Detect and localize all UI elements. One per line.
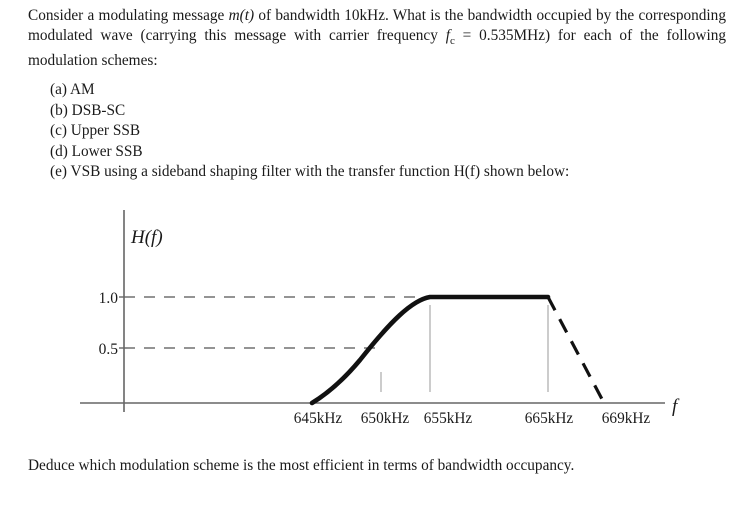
intro-text-3: = 0.535MHz) for each of the following mo… — [28, 27, 726, 70]
option-dsb-sc: (b) DSB-SC — [50, 101, 126, 119]
y-tick-label-1: 1.0 — [99, 290, 119, 307]
option-upper-ssb: (c) Upper SSB — [50, 122, 141, 139]
message-symbol: m(t) — [228, 7, 255, 24]
x-tick-label-645: 645kHz — [294, 410, 343, 427]
y-axis-label: H(f) — [130, 227, 163, 248]
transfer-curve — [309, 294, 551, 406]
transfer-rolloff — [546, 296, 606, 404]
x-tick-label-669: 669kHz — [602, 410, 651, 427]
option-lower-ssb: (d) Lower SSB — [50, 142, 143, 160]
carrier-subscript: c — [449, 35, 455, 48]
y-tick-label-05: 0.5 — [99, 341, 119, 358]
x-tick-label-665: 665kHz — [525, 410, 574, 427]
intro-text-1: Consider a modulating message — [28, 7, 229, 24]
intro-text-2: of bandwidth 10kHz. What is the bandwidt… — [28, 7, 726, 44]
question-intro: Consider a modulating message m(t) of ba… — [28, 6, 726, 71]
options-list: (a) AM (b) DSB-SC (c) Upper SSB (d) Lowe… — [50, 80, 569, 183]
carrier-symbol: f — [445, 27, 450, 44]
x-axis-symbol: f — [672, 396, 680, 417]
option-am: (a) AM — [50, 81, 95, 98]
x-tick-label-650: 650kHz — [361, 410, 410, 427]
x-tick-label-655: 655kHz — [424, 410, 473, 427]
option-vsb: (e) VSB using a sideband shaping filter … — [50, 163, 570, 180]
question-closing: Deduce which modulation scheme is the mo… — [28, 457, 575, 474]
